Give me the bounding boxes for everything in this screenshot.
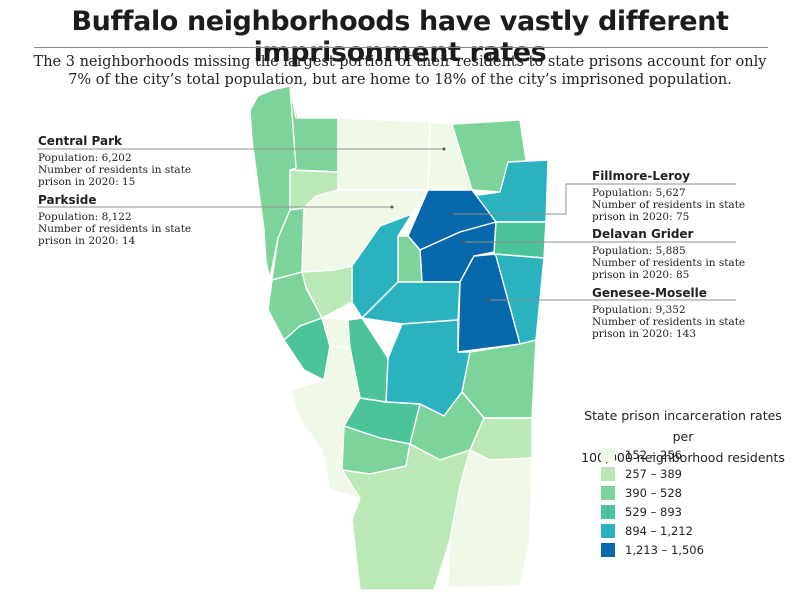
- legend-item: 1,213 – 1,506: [601, 542, 704, 558]
- legend-swatch: [601, 524, 615, 538]
- callout-line: prison in 2020: 75: [592, 211, 690, 223]
- genesee-moselle-marker: [487, 298, 491, 302]
- callout-genesee-moselle: Genesee-Moselle Population: 9,352 Number…: [592, 286, 745, 340]
- callout-name: Central Park: [38, 134, 122, 148]
- callout-line: Number of residents in state: [592, 199, 746, 211]
- map-subtitle: The 3 neighborhoods missing the largest …: [33, 54, 767, 88]
- callout-line: Population: 9,352: [592, 304, 686, 316]
- region-east-green: [493, 221, 547, 259]
- legend-label: 529 – 893: [625, 505, 682, 519]
- legend-label: 1,213 – 1,506: [625, 543, 704, 557]
- legend-title-line: 100,000 neighborhood residents: [581, 450, 785, 465]
- delavan-grider-marker: [462, 240, 466, 244]
- callout-name: Parkside: [38, 193, 97, 207]
- callout-name: Fillmore-Leroy: [592, 169, 691, 183]
- fillmore-leroy-leader: [452, 183, 736, 215]
- callout-line: Number of residents in state: [592, 316, 746, 328]
- legend-title-line: State prison incarceration rates per: [584, 408, 782, 444]
- legend-title: State prison incarceration rates per 100…: [578, 405, 788, 468]
- legend-swatch: [601, 486, 615, 500]
- callout-name: Genesee-Moselle: [592, 286, 707, 300]
- region-genesee-moselle: [457, 253, 521, 353]
- legend-swatch: [601, 543, 615, 557]
- parkside-marker: [390, 205, 394, 209]
- region-south-light: [447, 449, 533, 589]
- legend-label: 390 – 528: [625, 486, 682, 500]
- legend-item: 152 – 256: [601, 447, 682, 463]
- callout-central-park: Central Park Population: 6,202 Number of…: [38, 134, 191, 188]
- callout-line: Population: 8,122: [38, 211, 132, 223]
- callout-line: Number of residents in state: [38, 164, 192, 176]
- region-north-central: [337, 117, 431, 191]
- legend-swatch: [601, 448, 615, 462]
- region-nw-2: [289, 85, 339, 173]
- legend-item: 257 – 389: [601, 466, 682, 482]
- callout-line: Population: 5,627: [592, 187, 686, 199]
- title-divider: [34, 47, 768, 48]
- callout-line: prison in 2020: 15: [38, 176, 136, 188]
- legend-label: 257 – 389: [625, 467, 682, 481]
- legend-label: 152 – 256: [625, 448, 682, 462]
- callout-line: Population: 6,202: [38, 152, 132, 164]
- callout-fillmore-leroy: Fillmore-Leroy Population: 5,627 Number …: [592, 169, 745, 223]
- callout-name: Delavan Grider: [592, 227, 694, 241]
- callout-parkside: Parkside Population: 8,122 Number of res…: [38, 193, 191, 247]
- callout-line: prison in 2020: 14: [38, 235, 136, 247]
- legend-item: 529 – 893: [601, 504, 682, 520]
- map-title: Buffalo neighborhoods have vastly differ…: [71, 6, 729, 68]
- central-park-marker: [442, 147, 446, 151]
- callout-line: Number of residents in state: [592, 257, 746, 269]
- legend-label: 894 – 1,212: [625, 524, 693, 538]
- legend-item: 390 – 528: [601, 485, 682, 501]
- legend-swatch: [601, 505, 615, 519]
- callout-line: Population: 5,885: [592, 245, 686, 257]
- callout-line: prison in 2020: 85: [592, 269, 690, 281]
- legend-item: 894 – 1,212: [601, 523, 693, 539]
- callout-delavan-grider: Delavan Grider Population: 5,885 Number …: [592, 227, 745, 281]
- callout-line: Number of residents in state: [38, 223, 192, 235]
- fillmore-leroy-marker: [450, 212, 454, 216]
- callout-line: prison in 2020: 143: [592, 328, 697, 340]
- legend-swatch: [601, 467, 615, 481]
